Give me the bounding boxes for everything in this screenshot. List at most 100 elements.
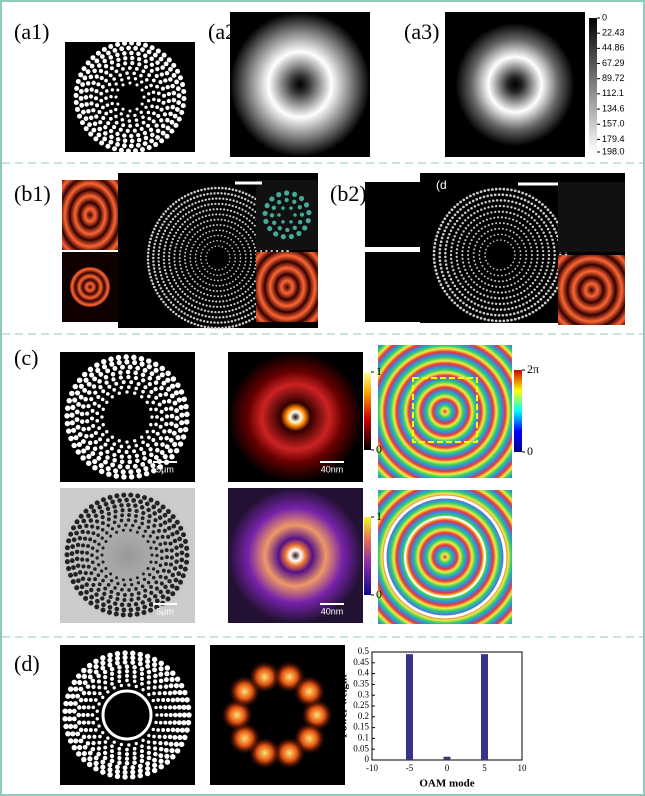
dot [175, 313, 178, 316]
dot [189, 239, 191, 241]
dot [506, 302, 508, 304]
dot [189, 257, 191, 259]
dot [223, 208, 225, 210]
dot [145, 761, 150, 766]
dot [176, 271, 178, 273]
dot [152, 250, 154, 252]
dot [456, 260, 458, 262]
dot [461, 214, 464, 217]
dot [106, 507, 110, 511]
dot [158, 218, 161, 221]
dot [296, 231, 301, 236]
dot [125, 71, 129, 75]
dot [150, 279, 153, 282]
colorbar [364, 517, 371, 595]
dot [127, 603, 131, 607]
dot [462, 286, 464, 288]
dot [170, 414, 175, 419]
dot [98, 437, 102, 441]
dot [479, 258, 481, 260]
dot [155, 415, 159, 419]
dot [462, 302, 465, 305]
dot [166, 698, 170, 702]
dot [127, 76, 130, 79]
dot [101, 497, 106, 502]
dot [100, 76, 104, 80]
image [378, 345, 512, 478]
dot [129, 51, 134, 56]
dot [178, 75, 183, 80]
dot [156, 698, 160, 702]
dot [472, 314, 475, 317]
dot [162, 53, 167, 58]
dot [74, 531, 79, 536]
dot [204, 188, 207, 191]
dot [67, 398, 72, 403]
dot [450, 250, 452, 252]
dot [276, 192, 281, 197]
dot [502, 211, 504, 213]
dot [140, 744, 144, 748]
dot [141, 102, 144, 105]
dot [177, 537, 182, 542]
dot [132, 360, 137, 365]
dot [499, 320, 502, 323]
dot [161, 124, 166, 129]
dot [209, 289, 211, 291]
dot [115, 774, 120, 779]
dot [170, 384, 175, 389]
dot [68, 724, 73, 729]
dot [113, 515, 117, 519]
dot [109, 73, 113, 77]
dot [169, 129, 174, 134]
dot [130, 139, 135, 144]
dot [234, 223, 236, 225]
dot [484, 240, 486, 242]
dot [491, 319, 494, 322]
dot [251, 305, 253, 307]
dot [230, 239, 232, 241]
dot [504, 199, 507, 202]
dot [518, 190, 521, 193]
dot [540, 239, 542, 241]
dot [214, 203, 216, 205]
dot [162, 233, 164, 235]
dot [525, 227, 527, 229]
dot [171, 273, 173, 275]
dot [108, 44, 113, 49]
dot [525, 254, 527, 256]
dot [135, 366, 140, 371]
dot [497, 216, 499, 218]
dot [97, 426, 101, 430]
dot [455, 232, 457, 234]
dot [179, 264, 181, 266]
dot [91, 424, 95, 428]
dot [500, 308, 503, 311]
dot [164, 269, 166, 271]
dot [451, 208, 454, 211]
dot [177, 294, 179, 296]
dot [147, 265, 150, 268]
dot [171, 728, 176, 733]
dot [156, 728, 160, 732]
dot [195, 257, 197, 259]
dot [140, 80, 143, 83]
dot [510, 224, 512, 226]
dot [111, 436, 114, 439]
dot [203, 194, 205, 196]
dot [181, 532, 186, 537]
dot [220, 306, 222, 308]
dot [157, 281, 159, 283]
dot [163, 735, 167, 739]
dot [281, 206, 285, 210]
colorbar-label: 22.43 [602, 28, 625, 38]
dot [512, 238, 514, 240]
dot [105, 430, 108, 433]
dot [200, 309, 202, 311]
dot [190, 264, 192, 266]
dot [151, 505, 156, 510]
dot [196, 264, 198, 266]
dot [538, 283, 540, 285]
dot [171, 376, 176, 381]
dot [512, 289, 514, 291]
